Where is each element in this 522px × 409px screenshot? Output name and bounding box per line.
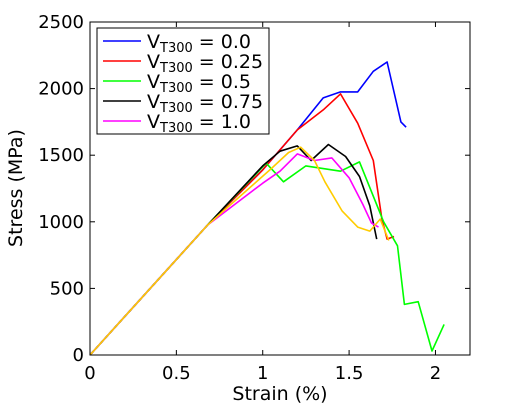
y-tick-label: 1500	[38, 145, 84, 166]
y-tick-label: 0	[73, 345, 84, 366]
y-axis: 0 500 1000 1500 2000 2500	[38, 12, 470, 366]
legend-label: VT300 = 1.0	[147, 111, 251, 136]
y-tick-label: 2000	[38, 79, 84, 100]
y-tick-label: 500	[50, 278, 84, 299]
x-tick-label: 0	[84, 363, 95, 384]
series-line-5	[89, 146, 390, 356]
x-tick-label: 1	[257, 363, 268, 384]
series-line-3	[89, 143, 378, 356]
y-tick-label: 1000	[38, 212, 84, 233]
x-tick-label: 1.5	[335, 363, 364, 384]
x-tick-label: 0.5	[162, 363, 191, 384]
x-axis: 0 0.5 1 1.5 2	[84, 22, 441, 384]
legend-label: VT300 = 0.25	[147, 51, 263, 76]
plot-frame	[89, 21, 471, 356]
series-line-4	[89, 153, 379, 356]
x-axis-title: Strain (%)	[232, 383, 327, 405]
x-tick-label: 2	[430, 363, 441, 384]
legend-label: VT300 = 0.0	[147, 31, 251, 56]
y-axis-title: Stress (MPa)	[5, 129, 27, 247]
legend-label: VT300 = 0.75	[147, 91, 263, 116]
y-tick-label: 2500	[38, 12, 84, 33]
series-line-2	[89, 161, 445, 356]
series-lines	[89, 61, 445, 356]
legend-label: VT300 = 0.5	[147, 71, 251, 96]
